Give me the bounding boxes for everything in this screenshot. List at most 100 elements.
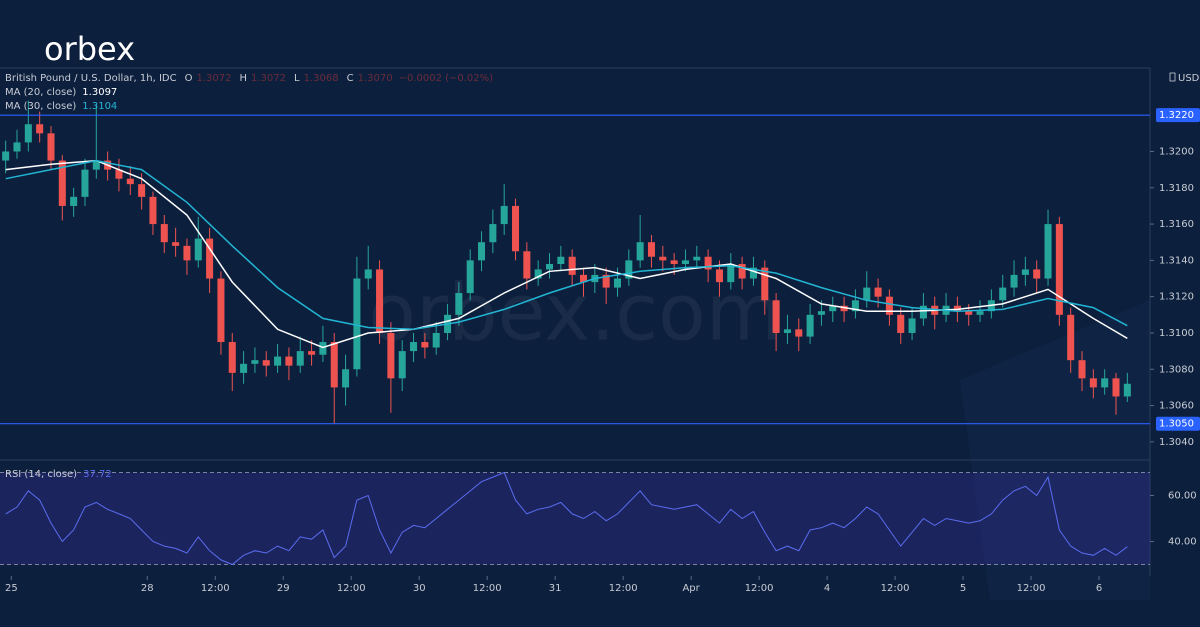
x-tick-label: 29 <box>277 583 290 594</box>
rsi-y-tick-label: 60.00 <box>1168 491 1197 502</box>
candle-body <box>1112 378 1120 397</box>
y-tick-label: 1.3040 <box>1159 437 1194 448</box>
candle-body <box>681 260 689 264</box>
ma-legend: MA (30, close) 1.3104 <box>5 101 117 112</box>
candle-body <box>885 296 893 315</box>
candle-body <box>953 305 961 312</box>
candle-body <box>58 160 66 206</box>
candle-body <box>579 274 588 283</box>
x-tick-label: 5 <box>960 583 966 594</box>
x-tick-label: 12:00 <box>609 583 638 594</box>
rsi-y-tick-label: 40.00 <box>1168 537 1197 548</box>
ohlc-value: 1.3072 <box>251 73 286 84</box>
candle-body <box>840 305 848 312</box>
ma-line <box>5 159 1128 331</box>
candle-body <box>353 278 361 370</box>
candle-body <box>478 242 486 261</box>
rsi-legend-name: RSI (14, close) <box>5 469 77 480</box>
ma-legend-name: MA (20, close) <box>5 87 76 98</box>
candle-body <box>749 267 757 279</box>
candle-body <box>1089 378 1097 388</box>
candle-body <box>364 269 372 279</box>
candle-body <box>1055 224 1063 315</box>
candle-body <box>557 256 565 264</box>
candle-body <box>70 196 78 206</box>
x-tick-label: 12:00 <box>473 583 502 594</box>
candle-body <box>376 269 384 333</box>
candle-body <box>1033 269 1041 279</box>
rsi-line <box>5 471 1128 566</box>
ma-legend-value: 1.3104 <box>82 101 117 112</box>
y-tick-label: 1.3180 <box>1159 183 1194 194</box>
x-tick-label: 28 <box>141 583 154 594</box>
candle-body <box>410 342 418 352</box>
candle-body <box>421 342 429 348</box>
ma-legend-value: 1.3097 <box>82 87 117 98</box>
x-tick-label: Apr <box>682 583 700 594</box>
candle-body <box>285 356 293 366</box>
ma-line <box>5 159 1128 349</box>
y-tick-label: 1.3080 <box>1159 364 1194 375</box>
candle-body <box>512 205 520 252</box>
x-tick-label: 31 <box>549 583 562 594</box>
rsi-legend: RSI (14, close) 37.72 <box>5 469 112 480</box>
candle-body <box>432 332 440 348</box>
candle-body <box>693 256 701 261</box>
candle-body <box>636 242 644 261</box>
candle-body <box>715 269 723 283</box>
candle-body <box>466 260 474 294</box>
ma-legend: MA (20, close) 1.3097 <box>5 87 117 98</box>
candle-body <box>738 264 746 279</box>
candle-body <box>342 369 350 388</box>
candle-body <box>489 224 497 243</box>
candle-body <box>274 356 282 366</box>
ohlc-value: 1.3070 <box>358 73 393 84</box>
candle-body <box>908 318 916 333</box>
level-label-box <box>1156 416 1200 431</box>
candle-body <box>806 314 814 337</box>
x-tick-label: 12:00 <box>745 583 774 594</box>
legend-header: British Pound / U.S. Dollar, 1h, IDC O 1.3… <box>5 73 493 84</box>
ma-legend-name: MA (30, close) <box>5 101 76 112</box>
x-tick-label: 12:00 <box>337 583 366 594</box>
candle-body <box>296 351 304 366</box>
rsi-band <box>0 472 1150 565</box>
y-tick-label: 1.3140 <box>1159 255 1194 266</box>
candle-body <box>761 267 769 301</box>
candle-body <box>1021 269 1029 275</box>
candle-body <box>92 160 100 170</box>
level-label-box <box>1156 108 1200 123</box>
candle-body <box>251 360 259 364</box>
candle-body <box>194 238 202 261</box>
lock-icon <box>1169 72 1176 82</box>
candle-body <box>172 242 180 246</box>
x-tick-label: 12:00 <box>201 583 230 594</box>
x-tick-label: 4 <box>824 583 830 594</box>
candle-body <box>670 260 678 264</box>
candle-body <box>783 329 791 333</box>
rsi-legend-value: 37.72 <box>83 469 112 480</box>
level-label: 1.3050 <box>1159 419 1194 430</box>
symbol: British Pound / U.S. Dollar, 1h, IDC <box>5 73 177 84</box>
candle-body <box>851 300 859 312</box>
candle-body <box>704 256 712 270</box>
candle-body <box>183 245 191 261</box>
level-label: 1.3220 <box>1159 110 1194 121</box>
plot: 1.3200 1.3180 1.3160 1.3140 1.3120 1.3100 1.30… <box>0 100 1200 594</box>
ohlc-name: O <box>185 73 193 84</box>
candle-body <box>602 274 610 288</box>
candle-body <box>727 264 735 283</box>
y-tick-label: 1.3060 <box>1159 401 1194 412</box>
candle-body <box>387 332 395 379</box>
candle-body <box>160 224 168 243</box>
x-tick-label: 25 <box>5 583 18 594</box>
candle-body <box>81 169 89 197</box>
candle-body <box>874 287 882 297</box>
candle-body <box>240 363 248 373</box>
candle-body <box>217 278 225 343</box>
currency: USD <box>1178 73 1200 84</box>
candle-body <box>1101 378 1109 388</box>
candle-body <box>24 124 32 143</box>
